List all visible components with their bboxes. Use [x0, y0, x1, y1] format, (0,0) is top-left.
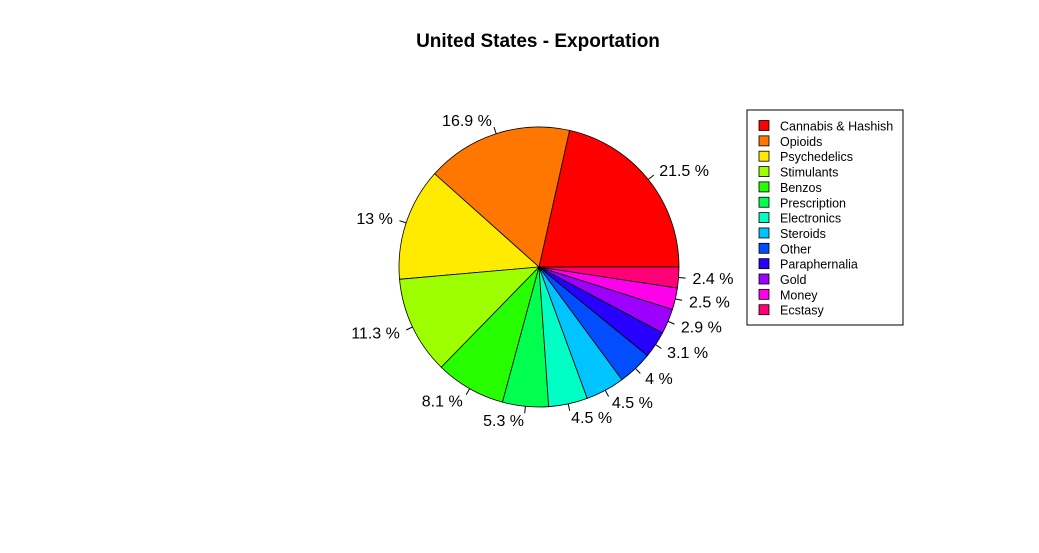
- legend-label: Stimulants: [780, 166, 838, 180]
- legend-label: Money: [780, 288, 818, 302]
- legend-label: Cannabis & Hashish: [780, 120, 893, 134]
- label-tick: [465, 388, 471, 395]
- legend-swatch: [758, 166, 770, 177]
- slice-percent-label: 13 %: [356, 211, 392, 228]
- label-tick: [399, 220, 407, 224]
- legend-swatch: [758, 196, 770, 208]
- slice-labels: 21.5 % 16.9 % 13 % 11.3 % 8.1 % 5.3 % 4.5 %4.5…: [351, 113, 733, 430]
- legend-label: Opioids: [780, 135, 822, 149]
- legend-label: Paraphernalia: [780, 258, 858, 272]
- label-tick: [678, 277, 686, 279]
- legend-label: Other: [780, 242, 811, 256]
- legend-swatch: [758, 304, 770, 316]
- slice-percent-label: 2.9 %: [681, 319, 722, 336]
- legend-label: Psychedelics: [780, 150, 853, 164]
- label-tick: [405, 326, 413, 331]
- slice-percent-label: 2.5 %: [689, 295, 730, 312]
- slice-percent-label: 8.1 %: [422, 393, 463, 410]
- label-tick: [655, 344, 662, 349]
- legend-swatch: [758, 273, 770, 285]
- legend-swatch: [758, 181, 770, 193]
- slice-percent-label: 16.9 %: [442, 113, 492, 130]
- slice-percent-label: 2.4 %: [693, 271, 734, 288]
- label-tick: [604, 390, 610, 397]
- label-tick: [524, 406, 526, 414]
- legend-swatch: [758, 288, 770, 300]
- legend-label: Ecstasy: [780, 304, 825, 318]
- label-tick: [667, 320, 675, 325]
- legend-label: Electronics: [780, 212, 841, 226]
- legend-label: Benzos: [780, 181, 822, 195]
- label-tick: [635, 368, 641, 374]
- label-tick: [493, 126, 497, 134]
- legend-swatch: [758, 242, 770, 254]
- legend-label: Gold: [780, 273, 806, 287]
- legend-box: [746, 109, 904, 326]
- legend-swatch: [758, 227, 770, 239]
- label-tick: [675, 298, 683, 301]
- legend-swatch: [758, 120, 770, 131]
- slice-percent-label: 4.5 %: [612, 395, 653, 412]
- slice-stimulants: [399, 266, 541, 368]
- slice-percent-label: 5.3 %: [483, 413, 524, 430]
- slice-percent-label: 11.3 %: [351, 326, 400, 343]
- slice-percent-label: 3.1 %: [667, 345, 708, 362]
- slice-percent-label: 4 %: [645, 371, 673, 388]
- legend-label: Prescription: [780, 196, 846, 210]
- legend-swatch: [758, 135, 770, 147]
- legend-swatch: [758, 212, 770, 224]
- legend-label: Steroids: [780, 227, 826, 241]
- slice-percent-label: 21.5 %: [659, 163, 709, 180]
- label-tick: [647, 174, 655, 180]
- legend-swatch: [758, 150, 770, 162]
- pie-slices: [398, 126, 680, 408]
- chart-title: United States - Exportation: [416, 31, 660, 52]
- label-tick: [567, 403, 571, 411]
- slice-percent-label: 4.5 %: [571, 410, 612, 427]
- legend-swatch: [758, 258, 770, 270]
